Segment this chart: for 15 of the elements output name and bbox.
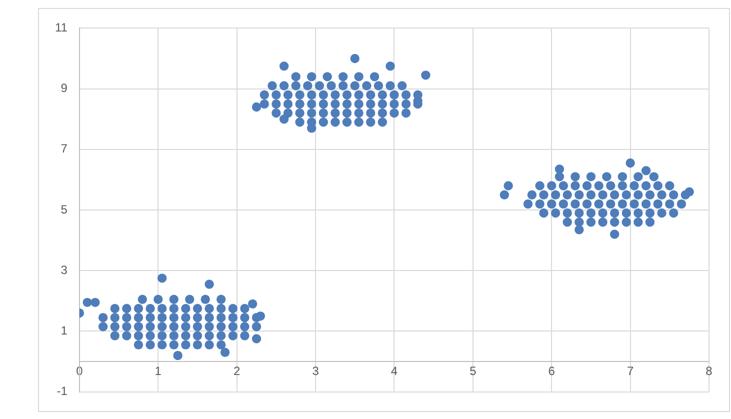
y-tick-label: 7 [60, 142, 68, 156]
y-tick-label: 3 [60, 262, 68, 277]
x-tick-label: 7 [626, 364, 634, 378]
y-tick-label: 11 [54, 20, 68, 35]
x-tick-label: 1 [154, 364, 162, 378]
y-tick-label: 5 [60, 202, 68, 216]
y-tick-label: -1 [56, 384, 68, 398]
x-tick-label: 3 [312, 364, 320, 378]
x-tick-label: 6 [548, 364, 556, 378]
y-tick-label: 1 [60, 324, 68, 338]
x-tick-label: 5 [470, 364, 477, 378]
y-tick-label: 9 [60, 81, 68, 96]
x-tick-label: 2 [234, 364, 240, 378]
x-tick-label: 8 [706, 364, 713, 378]
x-tick-label: 4 [390, 364, 398, 378]
